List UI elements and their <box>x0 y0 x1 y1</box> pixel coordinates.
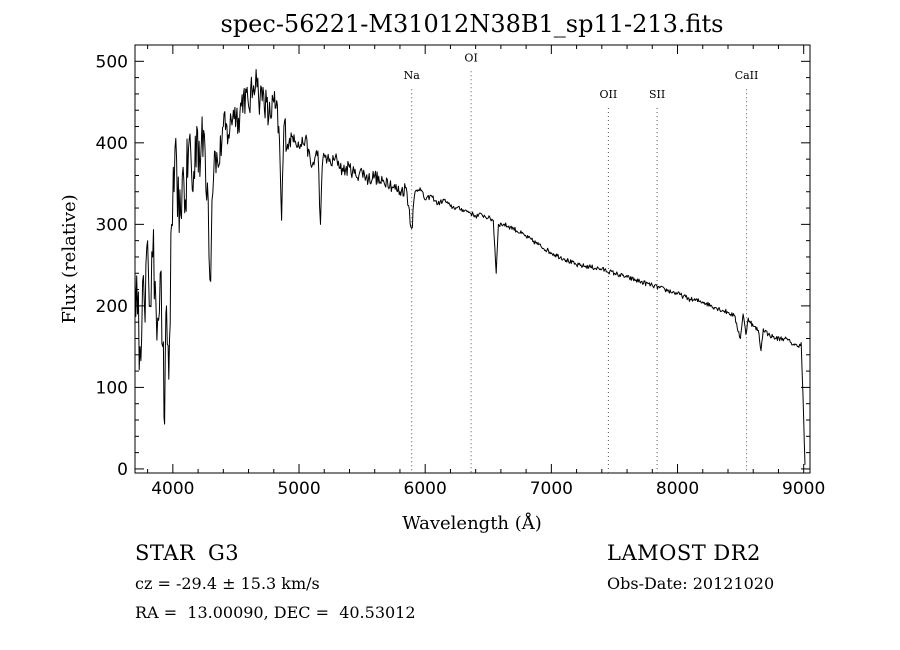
y-tick-label: 0 <box>117 460 128 480</box>
y-tick-label: 400 <box>96 134 128 154</box>
survey-name: LAMOST DR2 <box>607 541 761 565</box>
x-axis-label: Wavelength (Å) <box>402 512 542 534</box>
coordinates: RA = 13.00090, DEC = 40.53012 <box>135 603 416 622</box>
annotation-label: OI <box>464 51 477 64</box>
x-tick-label: 7000 <box>530 479 573 499</box>
annotation-label: CaII <box>735 69 759 82</box>
subclass: G3 <box>208 541 240 565</box>
chart-title: spec-56221-M31012N38B1_sp11-213.fits <box>221 10 724 38</box>
y-tick-label: 100 <box>96 378 128 398</box>
y-axis-label: Flux (relative) <box>59 194 80 323</box>
ticks-layer: 4000 5000 6000 7000 8000 9000 0 100 200 300 400 500 <box>96 45 825 499</box>
plot-frame <box>134 44 811 474</box>
x-tick-label: 4000 <box>151 479 194 499</box>
y-tick-label: 200 <box>96 297 128 317</box>
spectrum-line <box>134 69 806 465</box>
annotations-layer: Na OI OII SII CaII <box>404 51 759 473</box>
annotation-label: Na <box>404 69 421 82</box>
object-type: STAR <box>135 541 196 565</box>
x-tick-label: 5000 <box>277 479 320 499</box>
annotation-label: OII <box>600 88 618 101</box>
y-tick-label: 500 <box>96 52 128 72</box>
x-tick-label: 6000 <box>404 479 447 499</box>
obs-date: Obs-Date: 20121020 <box>607 574 775 593</box>
cz-value: cz = -29.4 ± 15.3 km/s <box>135 574 320 593</box>
annotation-label: SII <box>649 88 665 101</box>
x-tick-label: 9000 <box>782 479 825 499</box>
y-tick-label: 300 <box>96 215 128 235</box>
x-tick-label: 8000 <box>656 479 699 499</box>
